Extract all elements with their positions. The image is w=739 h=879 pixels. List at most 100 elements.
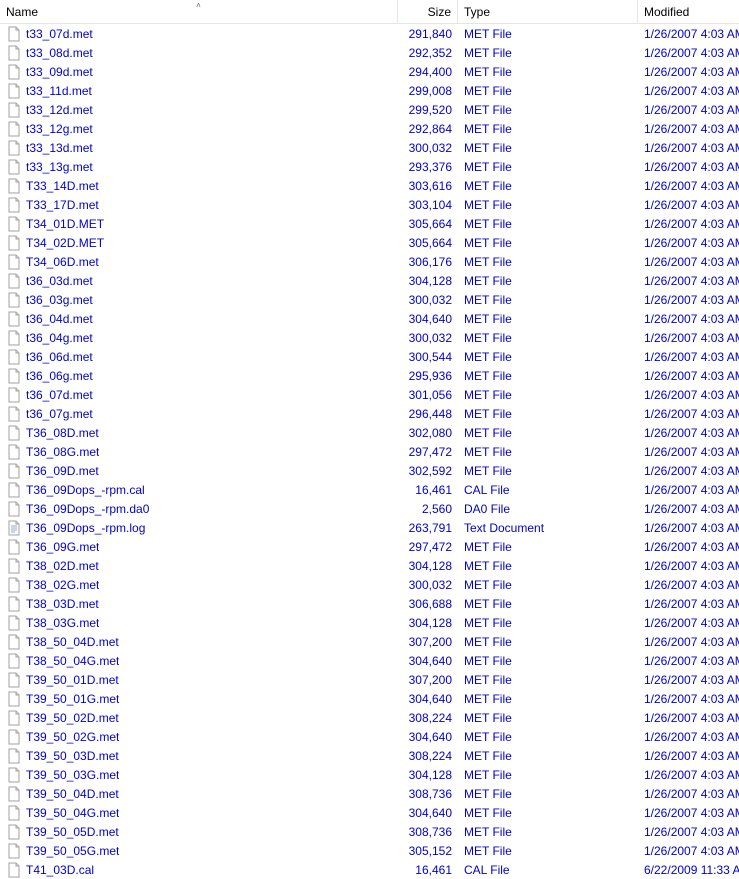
file-name-cell[interactable]: t33_09d.met	[0, 64, 398, 80]
file-name-cell[interactable]: T38_02D.met	[0, 558, 398, 574]
file-modified-cell: 1/26/2007 4:03 AM	[638, 749, 739, 763]
file-name-cell[interactable]: t36_06g.met	[0, 368, 398, 384]
file-row[interactable]: T36_09Dops_-rpm.log263,791Text Document1…	[0, 518, 739, 537]
file-row[interactable]: t33_08d.met292,352MET File1/26/2007 4:03…	[0, 43, 739, 62]
file-row[interactable]: t36_06g.met295,936MET File1/26/2007 4:03…	[0, 366, 739, 385]
file-row[interactable]: T33_14D.met303,616MET File1/26/2007 4:03…	[0, 176, 739, 195]
file-row[interactable]: T38_50_04D.met307,200MET File1/26/2007 4…	[0, 632, 739, 651]
file-row[interactable]: T36_09G.met297,472MET File1/26/2007 4:03…	[0, 537, 739, 556]
file-name-cell[interactable]: T33_17D.met	[0, 197, 398, 213]
file-name-cell[interactable]: T39_50_01G.met	[0, 691, 398, 707]
file-name-cell[interactable]: T36_09D.met	[0, 463, 398, 479]
file-row[interactable]: T39_50_05G.met305,152MET File1/26/2007 4…	[0, 841, 739, 860]
file-name-cell[interactable]: T36_09Dops_-rpm.cal	[0, 482, 398, 498]
file-row[interactable]: t33_13d.met300,032MET File1/26/2007 4:03…	[0, 138, 739, 157]
file-modified-cell: 1/26/2007 4:03 AM	[638, 198, 739, 212]
column-header-modified[interactable]: Modified	[638, 0, 739, 23]
file-size-cell: 296,448	[398, 407, 458, 421]
file-row[interactable]: t33_09d.met294,400MET File1/26/2007 4:03…	[0, 62, 739, 81]
file-name-cell[interactable]: T34_01D.MET	[0, 216, 398, 232]
file-row[interactable]: t36_04d.met304,640MET File1/26/2007 4:03…	[0, 309, 739, 328]
file-row[interactable]: t33_12g.met292,864MET File1/26/2007 4:03…	[0, 119, 739, 138]
column-header-size[interactable]: Size	[398, 0, 458, 23]
file-name-label: T34_01D.MET	[26, 217, 104, 231]
file-row[interactable]: T38_03G.met304,128MET File1/26/2007 4:03…	[0, 613, 739, 632]
file-name-cell[interactable]: T38_03D.met	[0, 596, 398, 612]
file-name-cell[interactable]: T39_50_04D.met	[0, 786, 398, 802]
file-row[interactable]: t33_07d.met291,840MET File1/26/2007 4:03…	[0, 24, 739, 43]
file-name-label: T39_50_01G.met	[26, 692, 119, 706]
file-name-cell[interactable]: t36_07g.met	[0, 406, 398, 422]
file-row[interactable]: t33_12d.met299,520MET File1/26/2007 4:03…	[0, 100, 739, 119]
file-row[interactable]: T39_50_04G.met304,640MET File1/26/2007 4…	[0, 803, 739, 822]
file-row[interactable]: T39_50_03D.met308,224MET File1/26/2007 4…	[0, 746, 739, 765]
file-name-cell[interactable]: T39_50_03D.met	[0, 748, 398, 764]
file-row[interactable]: t33_13g.met293,376MET File1/26/2007 4:03…	[0, 157, 739, 176]
file-name-cell[interactable]: T36_09G.met	[0, 539, 398, 555]
file-name-cell[interactable]: T39_50_04G.met	[0, 805, 398, 821]
file-row[interactable]: T36_08G.met297,472MET File1/26/2007 4:03…	[0, 442, 739, 461]
file-row[interactable]: T39_50_01G.met304,640MET File1/26/2007 4…	[0, 689, 739, 708]
file-name-cell[interactable]: T39_50_02D.met	[0, 710, 398, 726]
file-row[interactable]: t36_04g.met300,032MET File1/26/2007 4:03…	[0, 328, 739, 347]
file-row[interactable]: T33_17D.met303,104MET File1/26/2007 4:03…	[0, 195, 739, 214]
file-name-cell[interactable]: T39_50_05G.met	[0, 843, 398, 859]
file-row[interactable]: T39_50_05D.met308,736MET File1/26/2007 4…	[0, 822, 739, 841]
file-name-cell[interactable]: T39_50_05D.met	[0, 824, 398, 840]
file-row[interactable]: t36_06d.met300,544MET File1/26/2007 4:03…	[0, 347, 739, 366]
file-name-cell[interactable]: t36_03d.met	[0, 273, 398, 289]
file-row[interactable]: T34_06D.met306,176MET File1/26/2007 4:03…	[0, 252, 739, 271]
column-header-type[interactable]: Type	[458, 0, 638, 23]
file-name-cell[interactable]: T38_50_04G.met	[0, 653, 398, 669]
file-name-cell[interactable]: t33_12g.met	[0, 121, 398, 137]
column-header-name[interactable]: Name ˄	[0, 0, 398, 23]
file-row[interactable]: t36_07d.met301,056MET File1/26/2007 4:03…	[0, 385, 739, 404]
file-name-cell[interactable]: T39_50_02G.met	[0, 729, 398, 745]
file-row[interactable]: T39_50_02G.met304,640MET File1/26/2007 4…	[0, 727, 739, 746]
file-name-cell[interactable]: T38_03G.met	[0, 615, 398, 631]
file-row[interactable]: T38_02D.met304,128MET File1/26/2007 4:03…	[0, 556, 739, 575]
file-name-cell[interactable]: t36_04g.met	[0, 330, 398, 346]
file-name-cell[interactable]: T36_09Dops_-rpm.log	[0, 520, 398, 536]
file-name-cell[interactable]: T39_50_01D.met	[0, 672, 398, 688]
file-row[interactable]: t33_11d.met299,008MET File1/26/2007 4:03…	[0, 81, 739, 100]
file-name-cell[interactable]: t33_13d.met	[0, 140, 398, 156]
file-row[interactable]: T39_50_03G.met304,128MET File1/26/2007 4…	[0, 765, 739, 784]
file-name-cell[interactable]: T36_08D.met	[0, 425, 398, 441]
file-name-cell[interactable]: T38_50_04D.met	[0, 634, 398, 650]
file-row[interactable]: T38_50_04G.met304,640MET File1/26/2007 4…	[0, 651, 739, 670]
file-row[interactable]: T36_09Dops_-rpm.da02,560DA0 File1/26/200…	[0, 499, 739, 518]
file-type-cell: MET File	[458, 388, 638, 402]
file-row[interactable]: T39_50_02D.met308,224MET File1/26/2007 4…	[0, 708, 739, 727]
file-row[interactable]: T41_03D.cal16,461CAL File6/22/2009 11:33…	[0, 860, 739, 879]
file-row[interactable]: T36_09Dops_-rpm.cal16,461CAL File1/26/20…	[0, 480, 739, 499]
file-name-cell[interactable]: t33_08d.met	[0, 45, 398, 61]
file-row[interactable]: T39_50_04D.met308,736MET File1/26/2007 4…	[0, 784, 739, 803]
file-row[interactable]: T34_02D.MET305,664MET File1/26/2007 4:03…	[0, 233, 739, 252]
file-name-cell[interactable]: t36_04d.met	[0, 311, 398, 327]
file-name-cell[interactable]: T36_09Dops_-rpm.da0	[0, 501, 398, 517]
file-name-cell[interactable]: t36_07d.met	[0, 387, 398, 403]
file-name-cell[interactable]: t36_06d.met	[0, 349, 398, 365]
file-name-cell[interactable]: t33_13g.met	[0, 159, 398, 175]
file-name-cell[interactable]: T39_50_03G.met	[0, 767, 398, 783]
file-name-cell[interactable]: t33_11d.met	[0, 83, 398, 99]
file-name-cell[interactable]: T34_06D.met	[0, 254, 398, 270]
file-row[interactable]: T36_08D.met302,080MET File1/26/2007 4:03…	[0, 423, 739, 442]
file-name-cell[interactable]: T33_14D.met	[0, 178, 398, 194]
file-row[interactable]: t36_03g.met300,032MET File1/26/2007 4:03…	[0, 290, 739, 309]
file-name-cell[interactable]: t33_07d.met	[0, 26, 398, 42]
file-row[interactable]: T39_50_01D.met307,200MET File1/26/2007 4…	[0, 670, 739, 689]
file-name-cell[interactable]: T41_03D.cal	[0, 862, 398, 878]
file-name-cell[interactable]: T36_08G.met	[0, 444, 398, 460]
file-row[interactable]: t36_07g.met296,448MET File1/26/2007 4:03…	[0, 404, 739, 423]
file-row[interactable]: T38_03D.met306,688MET File1/26/2007 4:03…	[0, 594, 739, 613]
file-name-cell[interactable]: T38_02G.met	[0, 577, 398, 593]
file-row[interactable]: T36_09D.met302,592MET File1/26/2007 4:03…	[0, 461, 739, 480]
file-name-cell[interactable]: T34_02D.MET	[0, 235, 398, 251]
file-row[interactable]: t36_03d.met304,128MET File1/26/2007 4:03…	[0, 271, 739, 290]
file-name-cell[interactable]: t33_12d.met	[0, 102, 398, 118]
file-row[interactable]: T34_01D.MET305,664MET File1/26/2007 4:03…	[0, 214, 739, 233]
file-row[interactable]: T38_02G.met300,032MET File1/26/2007 4:03…	[0, 575, 739, 594]
file-name-cell[interactable]: t36_03g.met	[0, 292, 398, 308]
